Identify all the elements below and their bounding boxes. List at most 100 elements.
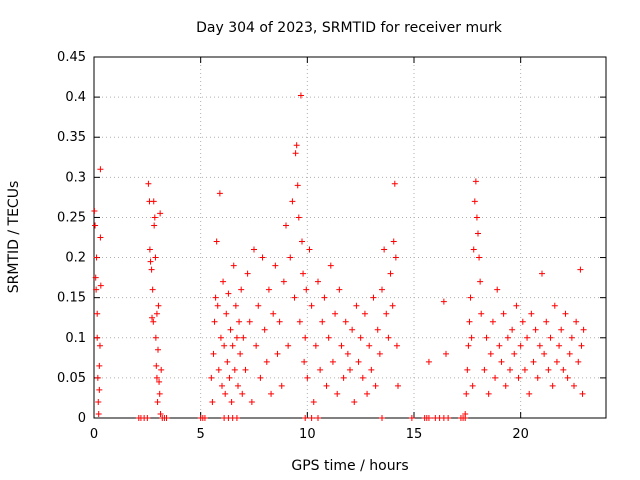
data-point <box>361 310 368 317</box>
data-point <box>212 294 219 301</box>
data-point <box>158 366 165 373</box>
data-point <box>227 326 234 333</box>
data-point <box>144 415 151 421</box>
data-point <box>236 318 243 325</box>
data-point <box>209 398 216 405</box>
data-point <box>528 310 535 317</box>
y-tick-label: 0.25 <box>57 210 86 225</box>
data-point <box>295 214 302 221</box>
y-tick-label: 0.3 <box>65 170 86 185</box>
data-point <box>253 342 260 349</box>
data-point <box>211 318 218 325</box>
data-point <box>230 262 237 269</box>
data-point <box>149 286 156 293</box>
data-point <box>301 358 308 365</box>
data-point <box>97 234 104 241</box>
data-point <box>323 382 330 389</box>
data-point <box>408 415 415 421</box>
data-point <box>344 350 351 357</box>
data-point <box>513 302 520 309</box>
data-point <box>278 382 285 389</box>
data-point <box>315 415 321 421</box>
data-point <box>524 334 531 341</box>
data-point <box>244 270 251 277</box>
data-point <box>283 222 289 229</box>
data-point <box>425 358 432 365</box>
data-point <box>146 246 153 253</box>
data-point <box>372 382 379 389</box>
data-point <box>485 390 492 397</box>
data-point <box>226 374 233 381</box>
data-point <box>466 318 473 325</box>
data-point <box>263 358 270 365</box>
data-point <box>507 366 513 373</box>
data-point <box>481 366 488 373</box>
data-point <box>374 326 381 333</box>
grid <box>94 57 606 418</box>
data-point <box>310 398 317 405</box>
data-point <box>470 246 477 253</box>
data-point <box>235 382 241 389</box>
data-point <box>201 415 208 421</box>
data-point <box>228 398 235 405</box>
data-point <box>259 254 266 261</box>
data-point <box>390 238 397 245</box>
data-point <box>487 350 494 357</box>
data-point <box>215 366 222 373</box>
data-point <box>376 350 383 357</box>
data-point <box>469 382 476 389</box>
data-point <box>571 382 577 389</box>
data-point <box>287 254 294 261</box>
data-point <box>302 415 309 421</box>
data-point <box>534 374 541 381</box>
data-point <box>157 210 164 217</box>
data-point <box>255 302 262 309</box>
data-point <box>579 390 586 397</box>
data-point <box>280 278 287 285</box>
data-point <box>443 350 449 357</box>
data-point <box>150 198 157 205</box>
data-point <box>91 208 98 215</box>
data-point <box>545 366 552 373</box>
x-tick-label: 20 <box>512 427 529 442</box>
data-point <box>573 318 580 325</box>
data-point <box>549 382 556 389</box>
data-point <box>150 318 157 325</box>
data-point <box>300 270 307 277</box>
data-point <box>500 310 507 317</box>
data-point <box>498 358 505 365</box>
data-point <box>156 390 163 397</box>
data-point <box>336 286 343 293</box>
data-point <box>237 350 244 357</box>
data-point <box>383 310 390 317</box>
data-point <box>319 318 326 325</box>
data-point <box>153 374 160 381</box>
data-point <box>562 310 569 317</box>
data-point <box>155 346 161 353</box>
y-tick-label: 0.4 <box>65 90 86 105</box>
chart-title: Day 304 of 2023, SRMTID for receiver mur… <box>196 20 503 36</box>
data-point <box>364 390 371 397</box>
data-point <box>471 198 478 205</box>
data-point <box>355 358 362 365</box>
y-tick-label: 0.45 <box>57 50 86 65</box>
x-tick-label: 10 <box>299 427 316 442</box>
data-point <box>556 342 563 349</box>
data-point <box>492 374 499 381</box>
data-point <box>395 382 401 389</box>
y-tick-label: 0.15 <box>57 291 86 306</box>
data-point <box>564 374 571 381</box>
data-point <box>297 92 304 99</box>
data-point <box>294 182 301 189</box>
data-point <box>233 334 240 341</box>
data-point <box>219 382 225 389</box>
data-point <box>387 270 394 277</box>
y-tick-label: 0.35 <box>57 130 86 145</box>
data-point <box>261 326 268 333</box>
data-point <box>526 390 533 397</box>
data-point <box>519 318 526 325</box>
data-point <box>265 286 272 293</box>
data-point <box>368 366 375 373</box>
data-point <box>220 278 227 285</box>
y-tick-label: 0.2 <box>65 251 86 266</box>
